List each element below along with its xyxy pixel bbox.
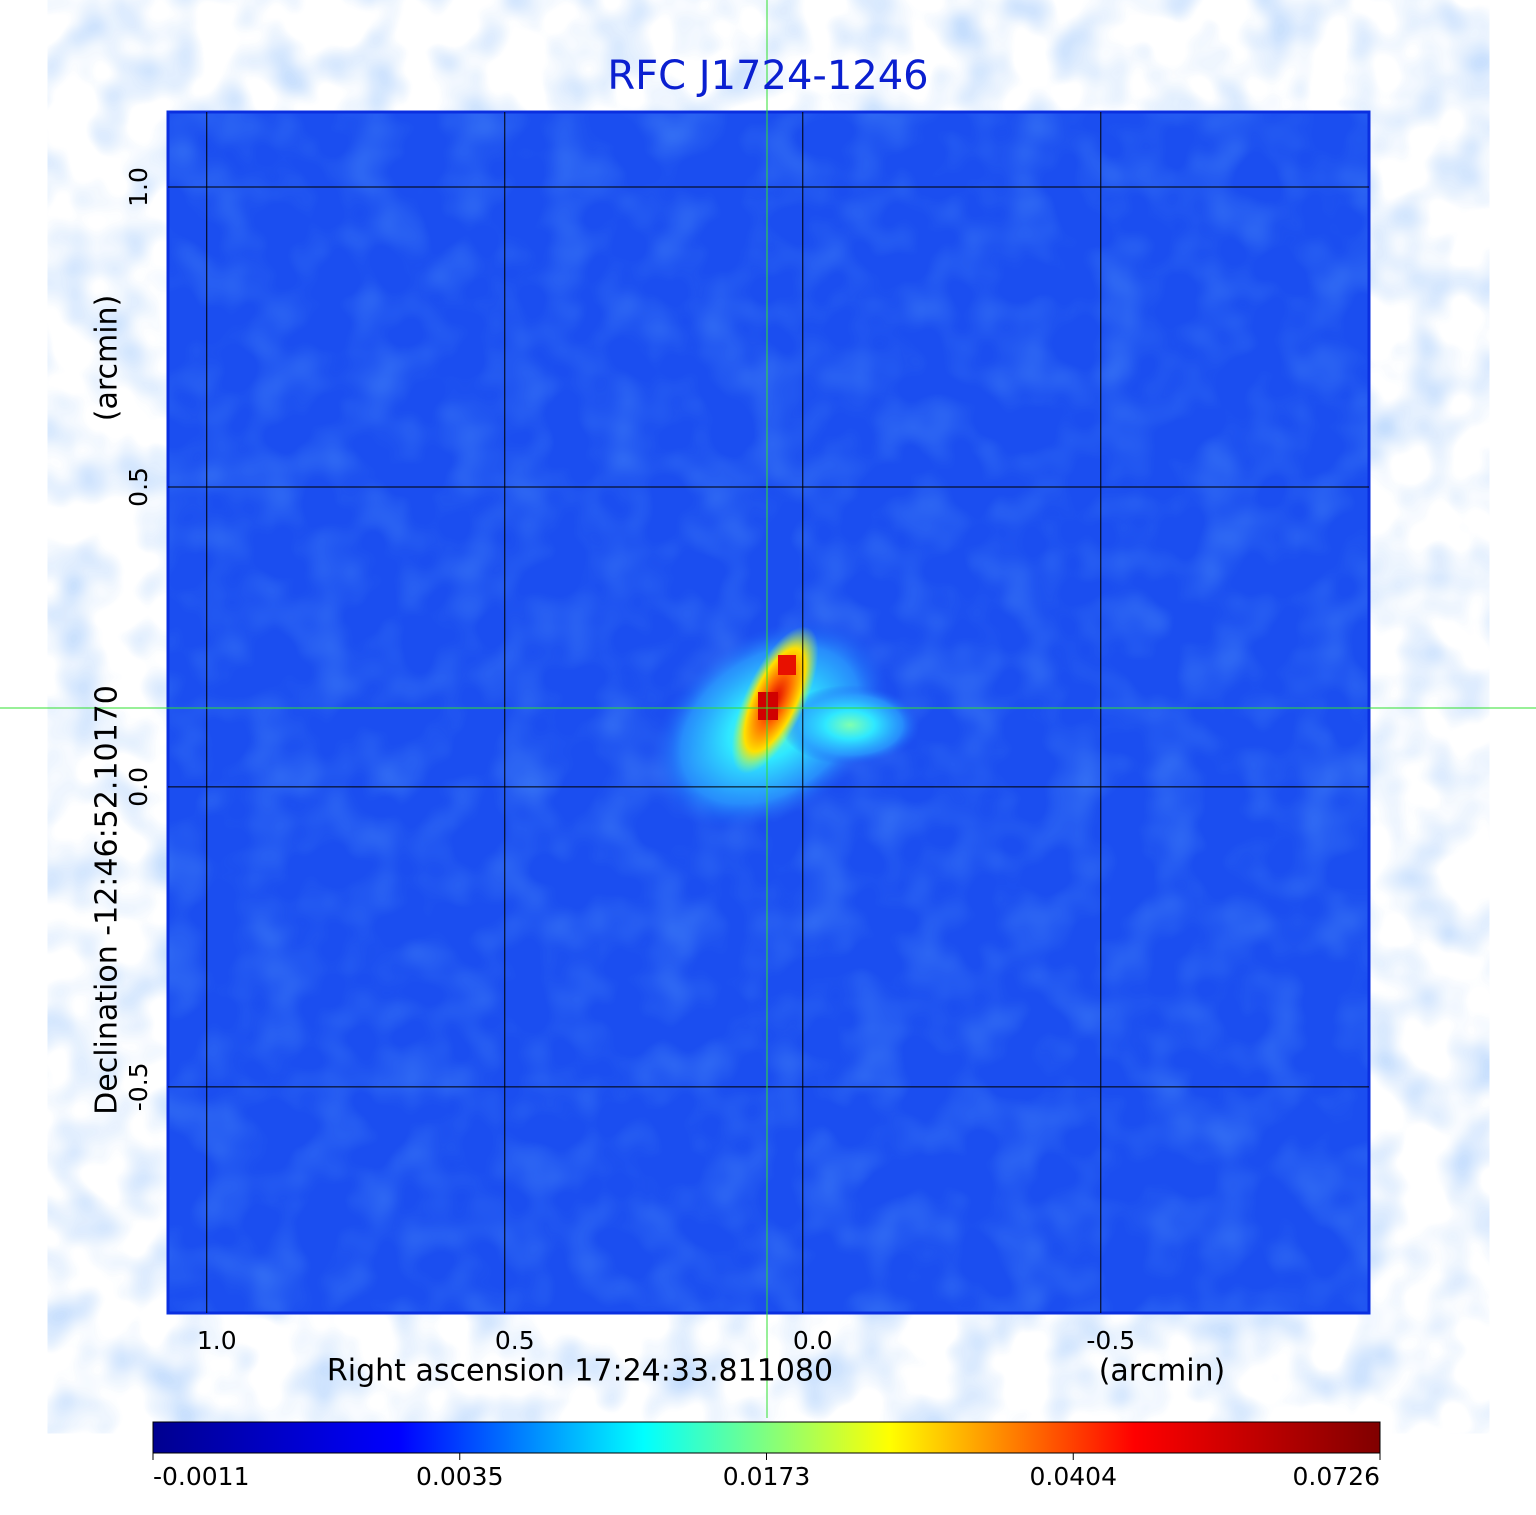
x-tick-label: 1.0 <box>197 1326 237 1355</box>
colorbar <box>152 1421 1381 1454</box>
x-tick-label: -0.5 <box>1086 1326 1135 1355</box>
colorbar-tick-label: 0.0035 <box>416 1462 503 1491</box>
x-tick-label: 0.5 <box>495 1326 535 1355</box>
colorbar-tick-label: -0.0011 <box>153 1462 250 1491</box>
y-axis-label: Declination -12:46:52.10170 <box>90 685 125 1115</box>
grid <box>168 112 1369 1313</box>
y-axis-unit: (arcmin) <box>90 295 125 422</box>
y-tick-label: -0.5 <box>124 1062 153 1111</box>
x-axis-label: Right ascension 17:24:33.811080 <box>327 1354 833 1389</box>
image <box>166 110 1371 1315</box>
colorbar-tick-label: 0.0404 <box>1030 1462 1117 1491</box>
x-axis-unit: (arcmin) <box>1099 1354 1226 1389</box>
y-tick-label: 0.5 <box>124 467 153 507</box>
chart-title: RFC J1724-1246 <box>607 53 928 99</box>
colorbar-tick-label: 0.0726 <box>1293 1462 1380 1491</box>
colorbar-tick-label: 0.0173 <box>723 1462 810 1491</box>
y-tick-label: 0.0 <box>124 767 153 807</box>
x-tick-label: 0.0 <box>793 1326 833 1355</box>
y-tick-label: 1.0 <box>124 167 153 207</box>
